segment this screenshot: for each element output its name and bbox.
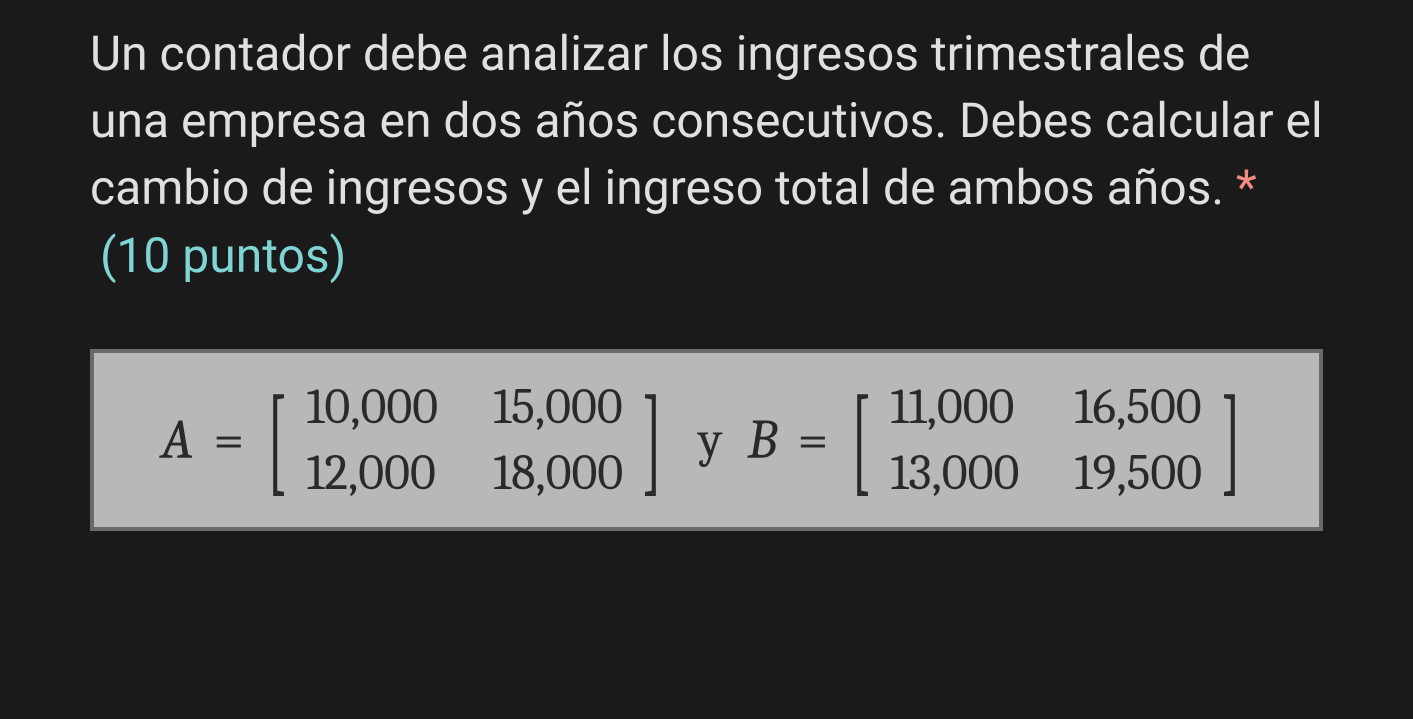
matrix-a: [ 10,000 15,000 12,000 18,000 ]: [256, 378, 673, 502]
matrix-b-label: B: [747, 408, 777, 472]
matrix-a-cell: 12,000: [306, 444, 438, 502]
question-container: Un contador debe analizar los ingresos t…: [0, 0, 1413, 531]
question-prompt: Un contador debe analizar los ingresos t…: [90, 25, 1323, 216]
matrix-a-cell: 15,000: [493, 378, 623, 436]
matrix-a-label: A: [161, 408, 193, 472]
matrix-a-cell: 18,000: [493, 444, 623, 502]
left-bracket-icon: [: [851, 378, 872, 502]
matrix-definition-box: A = [ 10,000 15,000 12,000 18,000 ] y B …: [90, 349, 1323, 531]
question-text-block: Un contador debe analizar los ingresos t…: [90, 20, 1323, 289]
matrix-b-content: 11,000 16,500 13,000 19,500: [882, 378, 1210, 502]
matrix-b-cell: 19,500: [1074, 444, 1202, 502]
matrix-a-cell: 10,000: [306, 378, 438, 436]
matrix-b: [ 11,000 16,500 13,000 19,500 ]: [840, 378, 1252, 502]
matrix-b-cell: 13,000: [890, 444, 1019, 502]
equals-sign-a: =: [213, 408, 244, 472]
required-asterisk: *: [1236, 159, 1257, 216]
conjunction-y: y: [698, 411, 722, 469]
equals-sign-b: =: [797, 408, 828, 472]
right-bracket-icon: ]: [1221, 378, 1242, 502]
right-bracket-icon: ]: [642, 378, 663, 502]
left-bracket-icon: [: [267, 378, 288, 502]
matrix-a-content: 10,000 15,000 12,000 18,000: [298, 378, 631, 502]
points-label: (10 puntos): [100, 227, 346, 284]
matrix-b-cell: 16,500: [1074, 378, 1202, 436]
matrix-a-expression: A = [ 10,000 15,000 12,000 18,000 ]: [161, 378, 673, 502]
matrix-b-cell: 11,000: [890, 378, 1019, 436]
matrix-b-expression: B = [ 11,000 16,500 13,000 19,500 ]: [747, 378, 1252, 502]
